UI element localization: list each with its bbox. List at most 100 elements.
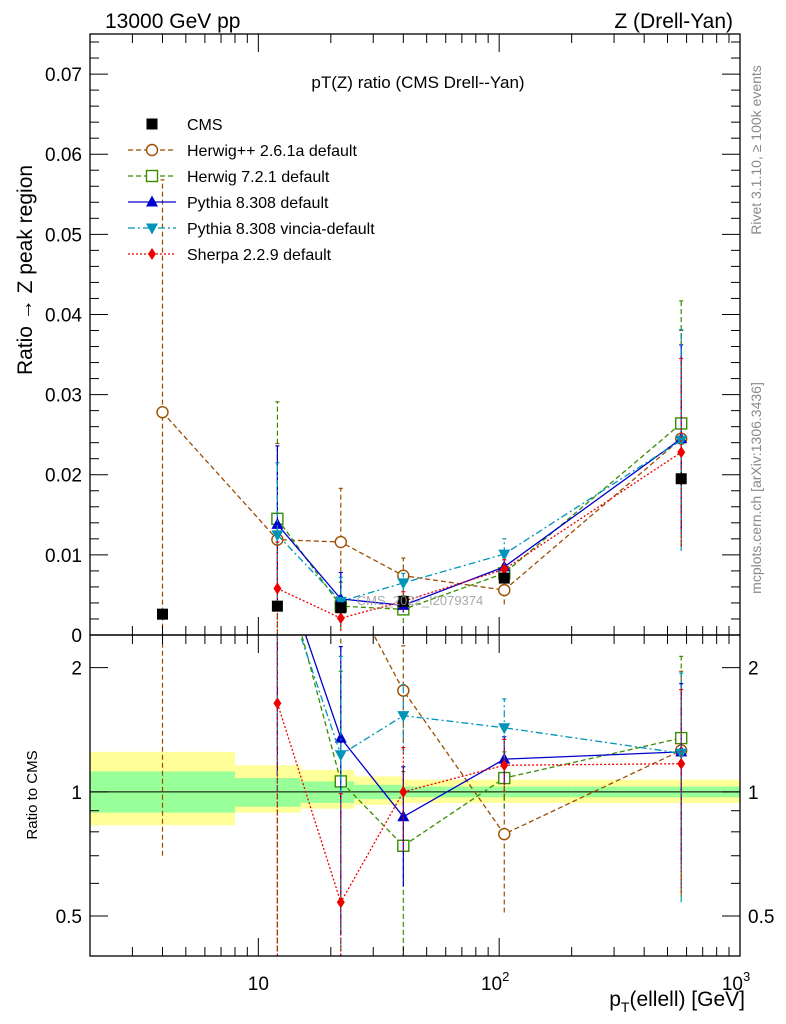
legend-marker xyxy=(145,143,159,157)
data-point xyxy=(498,549,511,561)
data-point xyxy=(397,810,410,822)
bottom-y-tick-label-right: 0.5 xyxy=(748,907,774,928)
x-axis-label-subscript: T xyxy=(621,999,630,1015)
x-tick-label: 10 xyxy=(248,974,269,995)
axis-ticks xyxy=(89,34,741,956)
legend-label: Herwig++ 2.6.1a default xyxy=(187,143,357,160)
top-y-tick-label: 0 xyxy=(71,626,82,647)
top-y-tick-label: 0.02 xyxy=(45,466,82,487)
top-y-axis-label: Ratio → Z peak region xyxy=(14,165,37,375)
data-point xyxy=(273,582,282,595)
data-point xyxy=(271,600,283,612)
bottom-panel-series xyxy=(161,635,688,956)
data-point xyxy=(271,517,284,529)
legend-entry: Pythia 8.308 vincia-default xyxy=(128,221,375,238)
bottom-series-pythia-8-308-vincia-default xyxy=(276,635,688,956)
x-axis-label-main: p xyxy=(609,988,621,1011)
legend-entry: Herwig++ 2.6.1a default xyxy=(128,143,357,160)
data-point xyxy=(397,711,410,723)
data-point xyxy=(271,530,284,542)
top-series-herwig-7-2-1-default xyxy=(271,300,688,635)
data-point xyxy=(677,446,686,459)
analysis-watermark: CMS_2022_I2079374 xyxy=(357,593,484,608)
x-tick-label: 103 xyxy=(722,969,750,995)
uncertainty-bands xyxy=(90,751,740,826)
data-point xyxy=(675,748,688,760)
legend-marker xyxy=(146,118,158,130)
data-point xyxy=(675,473,687,485)
legend-label: Pythia 8.308 vincia-default xyxy=(187,221,375,238)
data-point xyxy=(336,896,345,909)
bottom-series-pythia-8-308-default xyxy=(276,635,688,935)
series-line xyxy=(301,635,682,847)
bottom-series-herwig-2-6-1a-default xyxy=(161,635,688,956)
bottom-panel-frame xyxy=(89,634,741,957)
x-tick-label-base: 10 xyxy=(722,974,743,995)
top-y-tick-label: 0.07 xyxy=(45,65,82,86)
bottom-y-axis-label: Ratio to CMS xyxy=(24,750,41,839)
x-axis-label: pT(ellell) [GeV] xyxy=(609,988,745,1015)
data-point xyxy=(397,595,409,607)
legend-entry: Sherpa 2.2.9 default xyxy=(128,247,332,264)
chart-title: pT(Z) ratio (CMS Drell--Yan) xyxy=(311,73,524,92)
axis-tick-labels: 10 102 10300.010.020.030.040.050.060.070.5… xyxy=(45,65,774,995)
top-series-pythia-8-308-default xyxy=(271,344,688,626)
bottom-y-tick-label-right: 1 xyxy=(748,783,759,804)
series-line xyxy=(276,422,682,611)
top-series-pythia-8-308-vincia-default xyxy=(271,329,688,626)
mcplots-text: mcplots.cern.ch [arXiv:1306.3436] xyxy=(748,382,764,594)
x-tick-label-exponent: 2 xyxy=(502,969,509,984)
x-tick-label-base: 10 xyxy=(481,974,502,995)
rivet-version-text: Rivet 3.1.10, ≥ 100k events xyxy=(748,65,764,235)
legend-marker xyxy=(146,195,158,207)
data-point xyxy=(156,406,169,419)
bottom-series-herwig-7-2-1-default xyxy=(276,635,688,956)
legend: CMS Herwig++ 2.6.1a default Herwig 7.2.1 d… xyxy=(128,117,375,264)
legend-label: Sherpa 2.2.9 default xyxy=(187,247,332,264)
data-point xyxy=(498,583,511,597)
legend-marker xyxy=(148,248,156,260)
x-axis-label-rest: (ellell) [GeV] xyxy=(629,988,745,1011)
top-y-tick-label: 0.04 xyxy=(45,305,82,326)
legend-label: Pythia 8.308 default xyxy=(187,195,329,212)
legend-label: CMS xyxy=(187,117,223,134)
legend-entry: Pythia 8.308 default xyxy=(128,195,329,212)
bottom-y-tick-label-left: 2 xyxy=(71,659,82,680)
data-point xyxy=(334,731,347,743)
top-y-tick-label: 0.03 xyxy=(45,386,82,407)
legend-label: Herwig 7.2.1 default xyxy=(187,169,330,186)
series-line xyxy=(276,439,682,603)
series-line xyxy=(276,438,682,607)
legend-marker xyxy=(145,169,159,183)
x-tick-label-base: 10 xyxy=(248,974,269,995)
green-band-segment xyxy=(234,778,301,807)
data-point xyxy=(397,578,410,590)
legend-marker xyxy=(146,223,158,235)
data-point xyxy=(336,612,345,625)
legend-entry: CMS xyxy=(146,117,223,134)
data-point xyxy=(334,535,348,549)
x-tick-label-exponent: 3 xyxy=(743,969,750,984)
top-y-tick-label: 0.06 xyxy=(45,145,82,166)
bottom-y-tick-label-right: 2 xyxy=(748,659,759,680)
header-right-title: Z (Drell-Yan) xyxy=(614,10,733,33)
top-y-tick-label: 0.01 xyxy=(45,546,82,567)
data-point xyxy=(677,757,686,770)
data-point xyxy=(498,572,510,584)
data-point xyxy=(273,697,282,710)
data-point xyxy=(335,602,347,614)
x-tick-label: 102 xyxy=(481,969,509,995)
data-point xyxy=(500,563,509,576)
header-left-title: 13000 GeV pp xyxy=(105,10,240,33)
top-series-cms xyxy=(156,472,687,620)
data-point xyxy=(156,608,168,620)
data-point xyxy=(498,723,511,735)
data-point xyxy=(334,750,347,762)
data-point xyxy=(500,759,509,772)
top-y-tick-label: 0.05 xyxy=(45,225,82,246)
data-point xyxy=(399,785,408,798)
legend-entry: Herwig 7.2.1 default xyxy=(128,169,330,186)
bottom-y-tick-label-left: 0.5 xyxy=(56,907,82,928)
bottom-series-sherpa-2-2-9-default xyxy=(273,635,686,956)
